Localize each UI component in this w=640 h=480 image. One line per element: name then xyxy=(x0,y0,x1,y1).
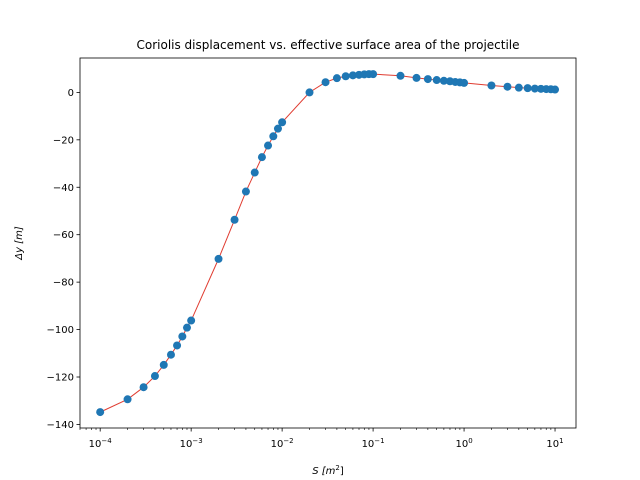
data-point xyxy=(460,78,469,87)
data-point xyxy=(264,141,273,150)
data-point xyxy=(396,71,405,80)
y-tick-label: 0 xyxy=(68,88,74,99)
x-tick-label-base: 10 xyxy=(180,439,193,450)
data-point xyxy=(166,350,175,359)
data-point xyxy=(423,75,432,84)
data-point xyxy=(412,73,421,82)
x-axis-label: S [m2] xyxy=(312,464,344,477)
data-point xyxy=(348,71,357,80)
data-point xyxy=(321,78,330,87)
data-point xyxy=(230,215,239,224)
x-tick-label-exp: −4 xyxy=(101,437,112,445)
data-point xyxy=(530,84,539,93)
x-tick-label: 101 xyxy=(546,437,563,450)
y-tick-label: −120 xyxy=(47,373,74,384)
data-point xyxy=(178,332,187,341)
x-tick-label: 10−4 xyxy=(89,437,113,450)
x-tick-label-exp: −2 xyxy=(283,437,293,445)
data-point xyxy=(432,76,441,85)
x-tick-label-exp: 1 xyxy=(559,437,563,445)
y-axis-ticks: 0 −20 −40 −60 −80 −100 −120 −140 xyxy=(47,88,80,431)
x-tick-label: 100 xyxy=(455,437,472,450)
x-tick-label-base: 10 xyxy=(546,439,559,450)
x-tick-label-exp: −3 xyxy=(192,437,202,445)
data-point xyxy=(341,72,350,81)
x-tick-label-exp: 0 xyxy=(468,437,472,445)
data-point xyxy=(273,124,282,133)
data-point xyxy=(487,81,496,90)
data-point xyxy=(96,408,105,417)
y-tick-label: −40 xyxy=(53,183,74,194)
x-tick-label: 10−3 xyxy=(180,437,203,450)
data-point xyxy=(305,88,314,97)
data-point xyxy=(514,83,523,92)
data-point xyxy=(551,85,560,94)
data-point xyxy=(257,153,266,162)
chart-title: Coriolis displacement vs. effective surf… xyxy=(136,38,519,52)
x-axis-label-end: ] xyxy=(340,466,344,477)
x-tick-label-base: 10 xyxy=(89,439,102,450)
y-axis-label: Δy [m] xyxy=(14,226,25,261)
series-points-group xyxy=(96,70,560,417)
axes-frame xyxy=(79,57,577,429)
x-axis-label-base: S [m xyxy=(312,466,335,477)
x-tick-label-base: 10 xyxy=(362,439,375,450)
data-point xyxy=(139,383,148,392)
data-point xyxy=(173,341,182,350)
x-axis-ticks: 10−4 10−3 10−2 10−1 100 101 xyxy=(79,428,564,450)
data-point xyxy=(187,316,196,325)
data-point xyxy=(439,76,448,85)
y-tick-label: −100 xyxy=(47,325,74,336)
x-axis-label-sup: 2 xyxy=(335,464,339,472)
x-tick-label-exp: −1 xyxy=(374,437,384,445)
x-tick-label: 10−1 xyxy=(362,437,385,450)
data-point xyxy=(214,254,223,263)
data-point xyxy=(332,74,341,83)
data-point xyxy=(123,395,132,404)
x-tick-label-base: 10 xyxy=(455,439,468,450)
plot-area xyxy=(79,57,577,429)
data-point xyxy=(250,168,259,177)
data-point xyxy=(503,82,512,91)
data-point xyxy=(159,360,168,369)
y-tick-label: −80 xyxy=(53,278,74,289)
data-point xyxy=(241,187,250,196)
data-point xyxy=(278,118,287,127)
data-point xyxy=(369,70,378,79)
data-point xyxy=(182,323,191,332)
y-tick-label: −140 xyxy=(47,420,74,431)
x-tick-label: 10−2 xyxy=(271,437,294,450)
data-point xyxy=(150,372,159,381)
x-tick-label-base: 10 xyxy=(271,439,284,450)
data-point xyxy=(269,132,278,141)
data-point xyxy=(523,84,532,93)
y-tick-label: −20 xyxy=(53,135,74,146)
y-tick-label: −60 xyxy=(53,230,74,241)
